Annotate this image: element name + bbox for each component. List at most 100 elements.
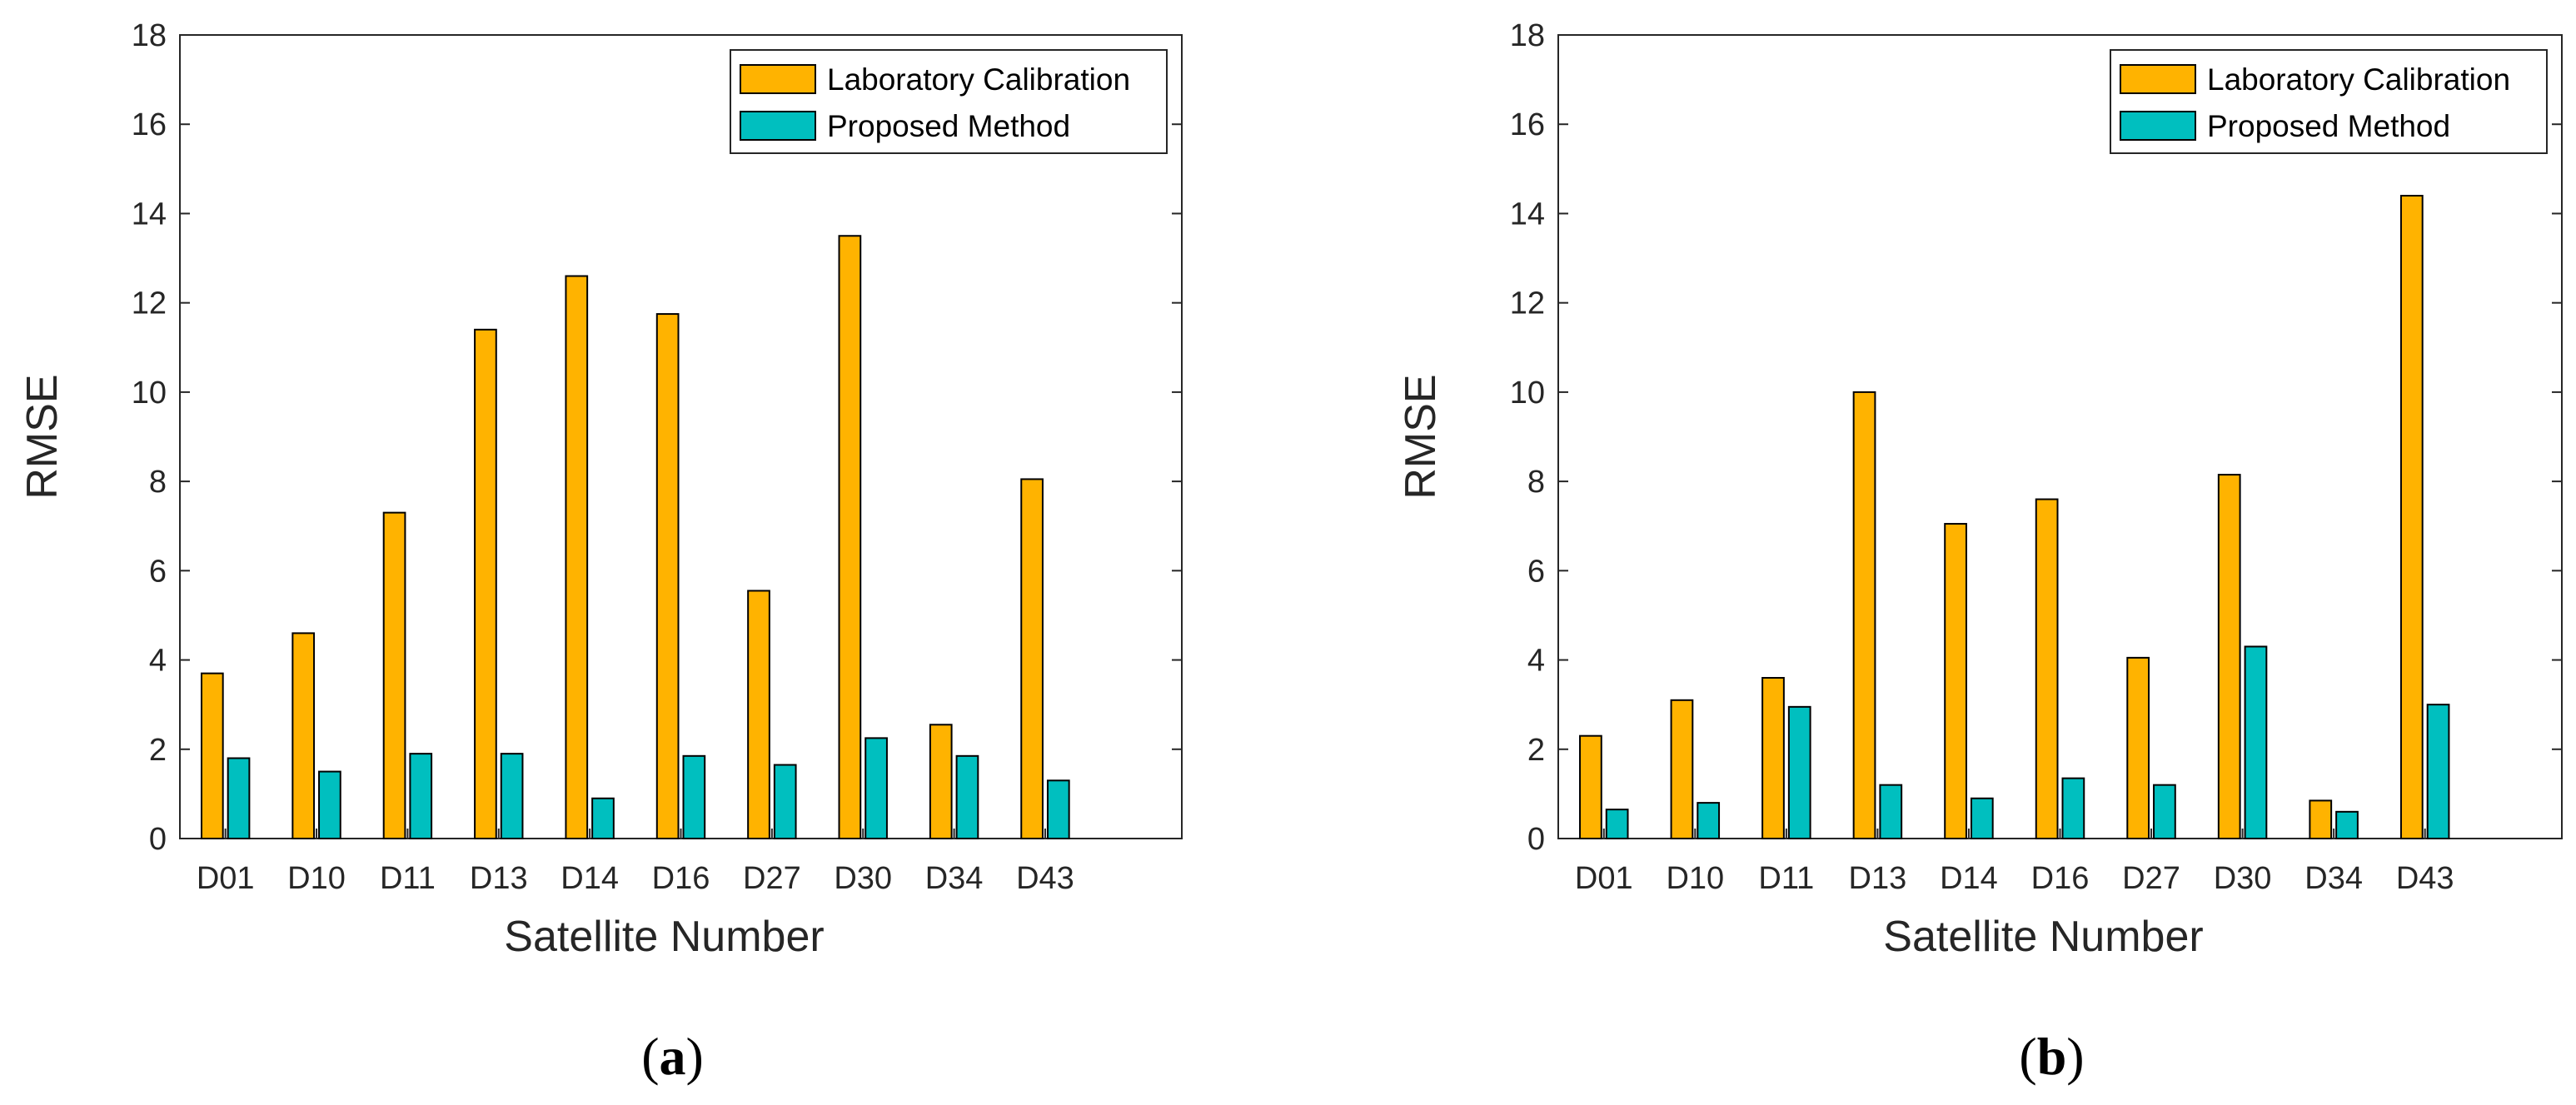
bar-laboratory-calibration <box>2399 195 2424 839</box>
bar-laboratory-calibration <box>655 313 680 839</box>
x-tick-label: D30 <box>834 861 892 896</box>
panel-label: (a) <box>641 1027 704 1086</box>
y-tick-label: 8 <box>1527 465 1545 500</box>
bar-proposed-method <box>2061 777 2085 839</box>
legend-label: Proposed Method <box>2207 109 2450 143</box>
bar-proposed-method <box>1970 797 1994 839</box>
x-tick-label: D11 <box>1758 861 1814 896</box>
bar-proposed-method <box>2244 645 2268 839</box>
x-tick-label: D14 <box>1940 861 1998 896</box>
y-tick-label: 4 <box>1527 644 1545 679</box>
bar-laboratory-calibration <box>565 275 589 839</box>
bar-proposed-method <box>409 753 433 840</box>
y-tick-label: 18 <box>1510 18 1545 53</box>
legend-swatch <box>2120 111 2196 141</box>
bar-laboratory-calibration <box>382 511 406 840</box>
bar-laboratory-calibration <box>291 632 316 840</box>
y-tick-label: 14 <box>1510 197 1545 231</box>
bar-proposed-method <box>1787 705 1811 839</box>
bar-laboratory-calibration <box>2126 656 2150 839</box>
bar-proposed-method <box>1046 779 1070 839</box>
legend-label: Laboratory Calibration <box>2207 62 2510 97</box>
x-tick-label: D13 <box>470 861 528 896</box>
legend-swatch <box>2120 64 2196 94</box>
bar-laboratory-calibration <box>747 590 770 839</box>
bar-laboratory-calibration <box>2035 498 2059 839</box>
plot-area <box>179 34 1183 839</box>
bar-proposed-method <box>591 797 615 839</box>
x-tick-label: D01 <box>197 861 255 896</box>
y-tick-label: 0 <box>149 822 167 857</box>
bar-laboratory-calibration <box>1944 523 1967 840</box>
x-tick-label: D16 <box>652 861 710 896</box>
y-tick-label: 8 <box>149 465 167 500</box>
bar-proposed-method <box>682 754 706 840</box>
bar-laboratory-calibration <box>2217 474 2241 839</box>
x-axis-label: Satellite Number <box>504 913 824 961</box>
x-tick-label: D01 <box>1575 861 1633 896</box>
y-tick-label: 6 <box>149 554 167 589</box>
y-tick-label: 16 <box>132 107 167 142</box>
x-axis-label: Satellite Number <box>1883 913 2203 961</box>
y-tick-label: 18 <box>132 18 167 53</box>
legend-label: Proposed Method <box>827 109 1070 143</box>
x-tick-label: D43 <box>1016 861 1074 896</box>
y-axis-label: RMSE <box>18 374 67 499</box>
chart-panel-b: 0 2 4 6 8 10 12 14 16 18 D01 D10 D11 D13 D14 D16 D27 D30 D… <box>1397 18 2563 1086</box>
bar-laboratory-calibration <box>200 672 224 840</box>
legend: Laboratory Calibration Proposed Method <box>730 49 1168 154</box>
x-tick-label: D34 <box>2304 861 2363 896</box>
legend-swatch <box>740 111 816 141</box>
bar-proposed-method <box>500 753 524 840</box>
bar-proposed-method <box>955 754 979 840</box>
bar-proposed-method <box>773 764 797 840</box>
x-tick-label: D11 <box>380 861 436 896</box>
x-tick-label: D30 <box>2214 861 2272 896</box>
y-tick-label: 4 <box>149 644 167 679</box>
y-tick-label: 0 <box>1527 822 1545 857</box>
y-tick-label: 12 <box>1510 286 1545 321</box>
bar-proposed-method <box>318 770 341 839</box>
y-tick-label: 6 <box>1527 554 1545 589</box>
x-tick-label: D34 <box>925 861 984 896</box>
bar-proposed-method <box>2153 784 2176 840</box>
panel-label: (b) <box>2019 1027 2084 1086</box>
bar-proposed-method <box>227 757 251 839</box>
y-tick-label: 14 <box>132 197 167 231</box>
x-tick-label: D27 <box>743 861 801 896</box>
bar-laboratory-calibration <box>929 724 953 840</box>
legend-label: Laboratory Calibration <box>827 62 1130 97</box>
y-tick-label: 2 <box>149 733 167 768</box>
y-tick-label: 2 <box>1527 733 1545 768</box>
legend: Laboratory Calibration Proposed Method <box>2110 49 2548 154</box>
plot-area <box>1557 34 2563 839</box>
x-tick-label: D14 <box>561 861 619 896</box>
chart-panel-a: 0 2 4 6 8 10 12 14 16 18 D01 D10 D11 D13 D14 D16 D27 D30 D… <box>18 18 1183 1086</box>
bar-laboratory-calibration <box>1670 699 1694 839</box>
bar-proposed-method <box>1697 802 1721 839</box>
x-tick-label: D10 <box>1666 861 1724 896</box>
y-tick-label: 10 <box>132 376 167 411</box>
y-tick-label: 12 <box>132 286 167 321</box>
bar-laboratory-calibration <box>1852 391 1876 839</box>
bar-proposed-method <box>1879 784 1903 840</box>
bar-laboratory-calibration <box>474 328 497 840</box>
x-tick-label: D13 <box>1849 861 1907 896</box>
legend-swatch <box>740 64 816 94</box>
x-tick-label: D43 <box>2396 861 2454 896</box>
bar-laboratory-calibration <box>2309 799 2333 839</box>
x-tick-label: D16 <box>2031 861 2090 896</box>
y-axis-label: RMSE <box>1397 374 1445 499</box>
x-tick-label: D10 <box>287 861 346 896</box>
bar-proposed-method <box>1605 809 1629 839</box>
bar-laboratory-calibration <box>1761 677 1785 839</box>
bar-laboratory-calibration <box>1020 478 1044 839</box>
bar-proposed-method <box>2335 810 2359 839</box>
x-tick-label: D27 <box>2122 861 2180 896</box>
y-tick-label: 10 <box>1510 376 1545 411</box>
bar-proposed-method <box>864 737 888 839</box>
bar-laboratory-calibration <box>1579 734 1602 840</box>
bar-proposed-method <box>2426 704 2450 840</box>
y-tick-label: 16 <box>1510 107 1545 142</box>
bar-laboratory-calibration <box>838 235 862 839</box>
